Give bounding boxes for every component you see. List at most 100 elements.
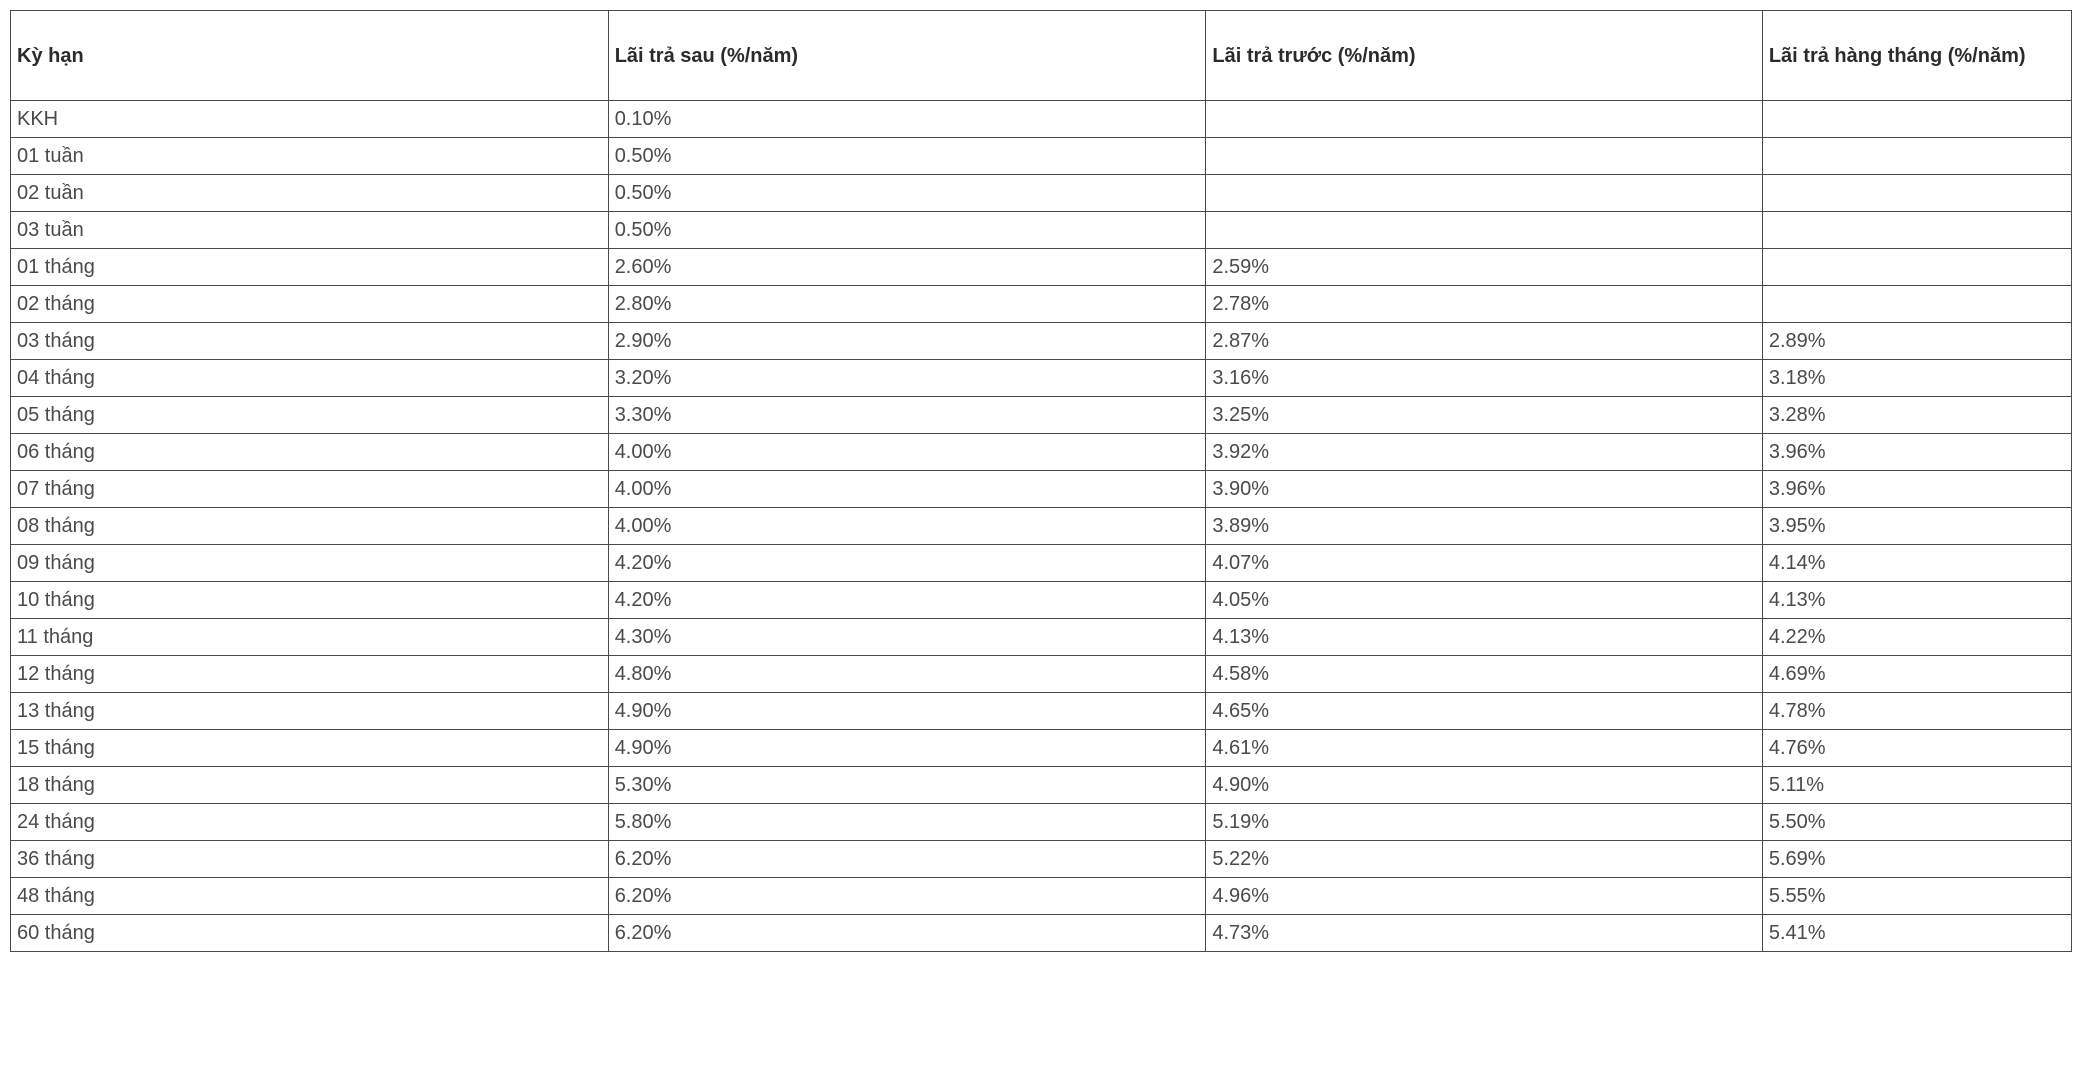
cell-rate_post: 0.50%: [608, 138, 1206, 175]
table-row: 60 tháng6.20%4.73%5.41%: [11, 915, 2072, 952]
cell-rate_monthly: 5.11%: [1762, 767, 2071, 804]
cell-rate_monthly: 5.41%: [1762, 915, 2071, 952]
cell-rate_post: 5.80%: [608, 804, 1206, 841]
cell-rate_pre: 4.96%: [1206, 878, 1762, 915]
table-row: 18 tháng5.30%4.90%5.11%: [11, 767, 2072, 804]
table-row: 05 tháng3.30%3.25%3.28%: [11, 397, 2072, 434]
table-row: 15 tháng4.90%4.61%4.76%: [11, 730, 2072, 767]
cell-rate_monthly: 3.28%: [1762, 397, 2071, 434]
cell-term: 05 tháng: [11, 397, 609, 434]
cell-term: 15 tháng: [11, 730, 609, 767]
table-header-row: Kỳ hạn Lãi trả sau (%/năm) Lãi trả trước…: [11, 11, 2072, 101]
cell-rate_monthly: 4.22%: [1762, 619, 2071, 656]
cell-term: KKH: [11, 101, 609, 138]
cell-rate_post: 4.30%: [608, 619, 1206, 656]
table-row: 13 tháng4.90%4.65%4.78%: [11, 693, 2072, 730]
table-row: 03 tháng2.90%2.87%2.89%: [11, 323, 2072, 360]
cell-rate_pre: 4.90%: [1206, 767, 1762, 804]
cell-rate_pre: 4.13%: [1206, 619, 1762, 656]
cell-rate_post: 2.60%: [608, 249, 1206, 286]
cell-rate_monthly: [1762, 212, 2071, 249]
cell-term: 10 tháng: [11, 582, 609, 619]
cell-rate_post: 4.20%: [608, 545, 1206, 582]
cell-rate_pre: 4.05%: [1206, 582, 1762, 619]
cell-rate_post: 0.50%: [608, 175, 1206, 212]
cell-rate_monthly: 5.69%: [1762, 841, 2071, 878]
table-row: KKH0.10%: [11, 101, 2072, 138]
cell-rate_pre: 4.58%: [1206, 656, 1762, 693]
cell-rate_monthly: 4.14%: [1762, 545, 2071, 582]
table-row: 06 tháng4.00%3.92%3.96%: [11, 434, 2072, 471]
cell-term: 01 tuần: [11, 138, 609, 175]
cell-term: 24 tháng: [11, 804, 609, 841]
cell-rate_post: 4.20%: [608, 582, 1206, 619]
col-header-rate-post: Lãi trả sau (%/năm): [608, 11, 1206, 101]
cell-term: 06 tháng: [11, 434, 609, 471]
col-header-term: Kỳ hạn: [11, 11, 609, 101]
cell-term: 12 tháng: [11, 656, 609, 693]
cell-rate_post: 0.10%: [608, 101, 1206, 138]
cell-rate_pre: 4.61%: [1206, 730, 1762, 767]
table-body: KKH0.10%01 tuần0.50%02 tuần0.50%03 tuần0…: [11, 101, 2072, 952]
cell-rate_pre: 3.16%: [1206, 360, 1762, 397]
cell-rate_monthly: 3.96%: [1762, 434, 2071, 471]
cell-rate_pre: [1206, 175, 1762, 212]
cell-rate_post: 5.30%: [608, 767, 1206, 804]
cell-rate_monthly: 4.76%: [1762, 730, 2071, 767]
table-row: 02 tháng2.80%2.78%: [11, 286, 2072, 323]
cell-rate_post: 4.80%: [608, 656, 1206, 693]
cell-rate_monthly: 4.69%: [1762, 656, 2071, 693]
cell-rate_post: 4.00%: [608, 471, 1206, 508]
cell-rate_post: 2.80%: [608, 286, 1206, 323]
cell-rate_post: 4.90%: [608, 730, 1206, 767]
cell-term: 02 tuần: [11, 175, 609, 212]
cell-rate_post: 2.90%: [608, 323, 1206, 360]
table-row: 36 tháng6.20%5.22%5.69%: [11, 841, 2072, 878]
cell-term: 11 tháng: [11, 619, 609, 656]
cell-term: 13 tháng: [11, 693, 609, 730]
cell-term: 36 tháng: [11, 841, 609, 878]
cell-rate_pre: 4.65%: [1206, 693, 1762, 730]
cell-rate_post: 4.00%: [608, 508, 1206, 545]
cell-rate_monthly: 3.95%: [1762, 508, 2071, 545]
table-row: 01 tháng2.60%2.59%: [11, 249, 2072, 286]
cell-rate_pre: 4.07%: [1206, 545, 1762, 582]
table-row: 04 tháng3.20%3.16%3.18%: [11, 360, 2072, 397]
table-row: 12 tháng4.80%4.58%4.69%: [11, 656, 2072, 693]
cell-rate_post: 6.20%: [608, 915, 1206, 952]
cell-rate_post: 4.00%: [608, 434, 1206, 471]
cell-rate_monthly: [1762, 249, 2071, 286]
table-row: 09 tháng4.20%4.07%4.14%: [11, 545, 2072, 582]
cell-rate_monthly: 3.96%: [1762, 471, 2071, 508]
cell-term: 02 tháng: [11, 286, 609, 323]
cell-rate_pre: [1206, 138, 1762, 175]
cell-rate_monthly: 5.50%: [1762, 804, 2071, 841]
table-row: 24 tháng5.80%5.19%5.50%: [11, 804, 2072, 841]
cell-rate_pre: 2.78%: [1206, 286, 1762, 323]
cell-term: 07 tháng: [11, 471, 609, 508]
table-row: 02 tuần0.50%: [11, 175, 2072, 212]
cell-rate_pre: 3.92%: [1206, 434, 1762, 471]
cell-rate_post: 3.30%: [608, 397, 1206, 434]
cell-rate_pre: 2.87%: [1206, 323, 1762, 360]
cell-rate_post: 3.20%: [608, 360, 1206, 397]
cell-term: 09 tháng: [11, 545, 609, 582]
table-header: Kỳ hạn Lãi trả sau (%/năm) Lãi trả trước…: [11, 11, 2072, 101]
table-row: 07 tháng4.00%3.90%3.96%: [11, 471, 2072, 508]
cell-rate_monthly: 4.78%: [1762, 693, 2071, 730]
table-row: 48 tháng6.20%4.96%5.55%: [11, 878, 2072, 915]
cell-term: 18 tháng: [11, 767, 609, 804]
cell-rate_monthly: [1762, 175, 2071, 212]
cell-rate_monthly: 4.13%: [1762, 582, 2071, 619]
table-row: 08 tháng4.00%3.89%3.95%: [11, 508, 2072, 545]
cell-rate_pre: 2.59%: [1206, 249, 1762, 286]
cell-rate_post: 6.20%: [608, 841, 1206, 878]
cell-rate_pre: 3.25%: [1206, 397, 1762, 434]
cell-rate_pre: [1206, 101, 1762, 138]
cell-rate_monthly: [1762, 286, 2071, 323]
cell-term: 04 tháng: [11, 360, 609, 397]
cell-rate_monthly: 2.89%: [1762, 323, 2071, 360]
cell-term: 60 tháng: [11, 915, 609, 952]
table-row: 03 tuần0.50%: [11, 212, 2072, 249]
col-header-rate-monthly: Lãi trả hàng tháng (%/năm): [1762, 11, 2071, 101]
